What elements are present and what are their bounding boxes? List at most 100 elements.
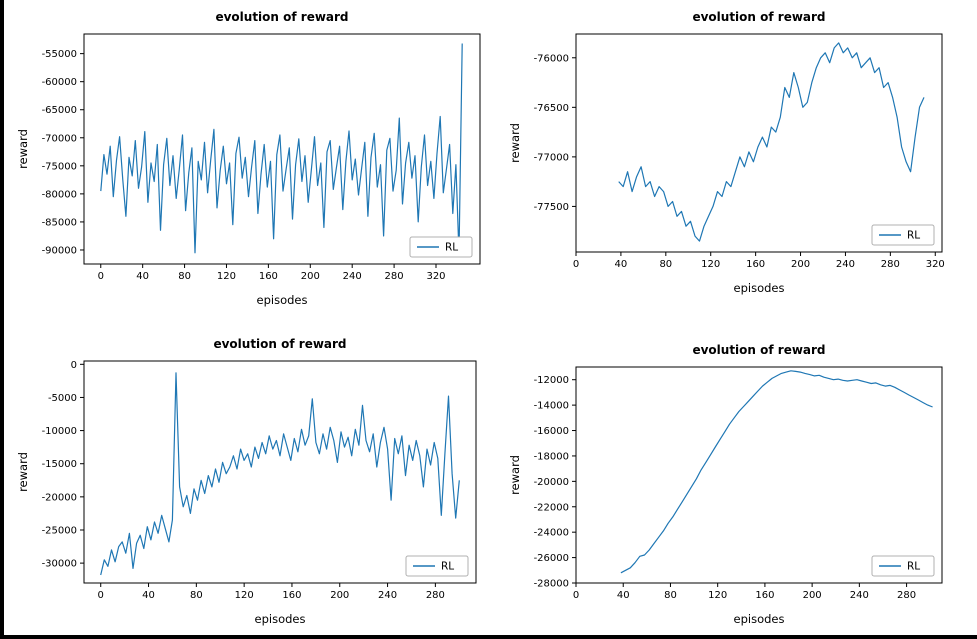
x-tick-label: 240 <box>378 590 397 601</box>
x-tick-label: 120 <box>235 590 254 601</box>
x-tick-label: 40 <box>615 259 628 270</box>
y-tick-label: -26000 <box>534 553 569 564</box>
plot-spines <box>83 33 481 265</box>
legend: RL <box>871 555 935 577</box>
x-tick-label: 200 <box>301 271 320 282</box>
chart-panel-bottom-left: evolution of reward 0 40 80 120 160 200 240 280 -… <box>6 326 506 633</box>
x-tick-label: 160 <box>282 590 301 601</box>
legend: RL <box>409 236 473 258</box>
x-tick-label: 280 <box>881 259 900 270</box>
chart-title: evolution of reward <box>692 10 825 24</box>
y-tick-label: -90000 <box>42 245 77 256</box>
x-tick-label: 120 <box>217 271 236 282</box>
x-tick-label: 160 <box>259 271 278 282</box>
x-tick-label: 200 <box>330 590 349 601</box>
y-axis-label: reward <box>16 452 30 492</box>
y-tick-label: -60000 <box>42 77 77 88</box>
y-tick-label: -80000 <box>42 189 77 200</box>
y-tick-label: -20000 <box>42 492 77 503</box>
y-tick-label: -25000 <box>42 525 77 536</box>
x-tick-label: 120 <box>701 259 720 270</box>
x-tick-label: 240 <box>850 590 869 601</box>
x-tick-label: 280 <box>385 271 404 282</box>
chart-title: evolution of reward <box>692 343 825 357</box>
x-tick-label: 0 <box>98 590 104 601</box>
y-tick-label: -18000 <box>534 451 569 462</box>
legend: RL <box>871 224 935 246</box>
legend-label: RL <box>441 561 454 573</box>
y-tick-label: -77500 <box>534 202 569 213</box>
chart-panel-top-right: evolution of reward 0 40 80 120 160 200 240 280 3… <box>506 6 977 326</box>
legend-box <box>871 224 935 246</box>
x-axis-label: episodes <box>734 612 785 626</box>
reward-line-chart-3: evolution of reward 0 40 80 120 160 200 240 280 -… <box>16 337 477 626</box>
legend-box <box>871 555 935 577</box>
y-tick-label: -15000 <box>42 459 77 470</box>
x-tick-label: 200 <box>791 259 810 270</box>
y-tick-label: -30000 <box>42 559 77 570</box>
x-tick-label: 80 <box>190 590 203 601</box>
chart-title: evolution of reward <box>213 337 346 351</box>
rl-line <box>618 42 925 242</box>
y-tick-label: -14000 <box>534 401 569 412</box>
reward-line-chart-1: evolution of reward 0 40 80 120 160 200 240 280 3… <box>16 10 481 307</box>
y-tick-label: 0 <box>71 360 77 371</box>
legend-box <box>405 555 469 577</box>
y-tick-label: -76000 <box>534 53 569 64</box>
y-tick-label: -10000 <box>42 426 77 437</box>
x-tick-label: 40 <box>142 590 155 601</box>
x-tick-label: 160 <box>746 259 765 270</box>
y-tick-label: -70000 <box>42 133 77 144</box>
x-tick-label: 160 <box>755 590 774 601</box>
x-tick-label: 40 <box>136 271 149 282</box>
rl-line <box>100 43 463 256</box>
legend: RL <box>405 555 469 577</box>
plot-spines <box>575 33 943 253</box>
y-tick-label: -5000 <box>48 393 77 404</box>
y-tick-label: -85000 <box>42 217 77 228</box>
y-tick-label: -16000 <box>534 426 569 437</box>
x-tick-label: 240 <box>836 259 855 270</box>
chart-title: evolution of reward <box>215 10 348 24</box>
rl-line <box>100 372 460 576</box>
y-tick-label: -20000 <box>534 477 569 488</box>
x-tick-label: 320 <box>926 259 945 270</box>
legend-label: RL <box>907 561 920 573</box>
x-tick-label: 280 <box>426 590 445 601</box>
x-tick-label: 0 <box>98 271 104 282</box>
x-tick-label: 320 <box>426 271 445 282</box>
x-tick-label: 0 <box>573 259 579 270</box>
y-axis-label: reward <box>508 455 522 495</box>
legend-label: RL <box>907 230 920 242</box>
x-axis-label: episodes <box>734 281 785 295</box>
plot-spines <box>83 360 477 584</box>
y-tick-label: -65000 <box>42 105 77 116</box>
y-tick-label: -75000 <box>42 161 77 172</box>
y-tick-label: -22000 <box>534 502 569 513</box>
x-tick-label: 280 <box>897 590 916 601</box>
y-tick-label: -77000 <box>534 152 569 163</box>
x-axis-label: episodes <box>257 293 308 307</box>
y-tick-label: -24000 <box>534 528 569 539</box>
rl-line <box>620 370 933 574</box>
plot-spines <box>575 366 943 584</box>
y-tick-label: -76500 <box>534 103 569 114</box>
x-tick-label: 120 <box>708 590 727 601</box>
y-axis-label: reward <box>16 129 30 169</box>
chart-panel-top-left: evolution of reward 0 40 80 120 160 200 240 280 3… <box>6 6 506 326</box>
y-axis-label: reward <box>508 123 522 163</box>
x-tick-label: 80 <box>659 259 672 270</box>
reward-line-chart-2: evolution of reward 0 40 80 120 160 200 240 280 3… <box>508 10 945 295</box>
x-tick-label: 200 <box>803 590 822 601</box>
chart-panel-bottom-right: evolution of reward 0 40 80 120 160 200 240 280 -… <box>506 326 977 633</box>
y-tick-label: -28000 <box>534 579 569 590</box>
y-tick-label: -12000 <box>534 375 569 386</box>
y-tick-label: -55000 <box>42 49 77 60</box>
x-tick-label: 80 <box>178 271 191 282</box>
legend-label: RL <box>445 242 458 254</box>
x-tick-label: 240 <box>343 271 362 282</box>
x-tick-label: 80 <box>664 590 677 601</box>
legend-box <box>409 236 473 258</box>
x-axis-label: episodes <box>255 612 306 626</box>
